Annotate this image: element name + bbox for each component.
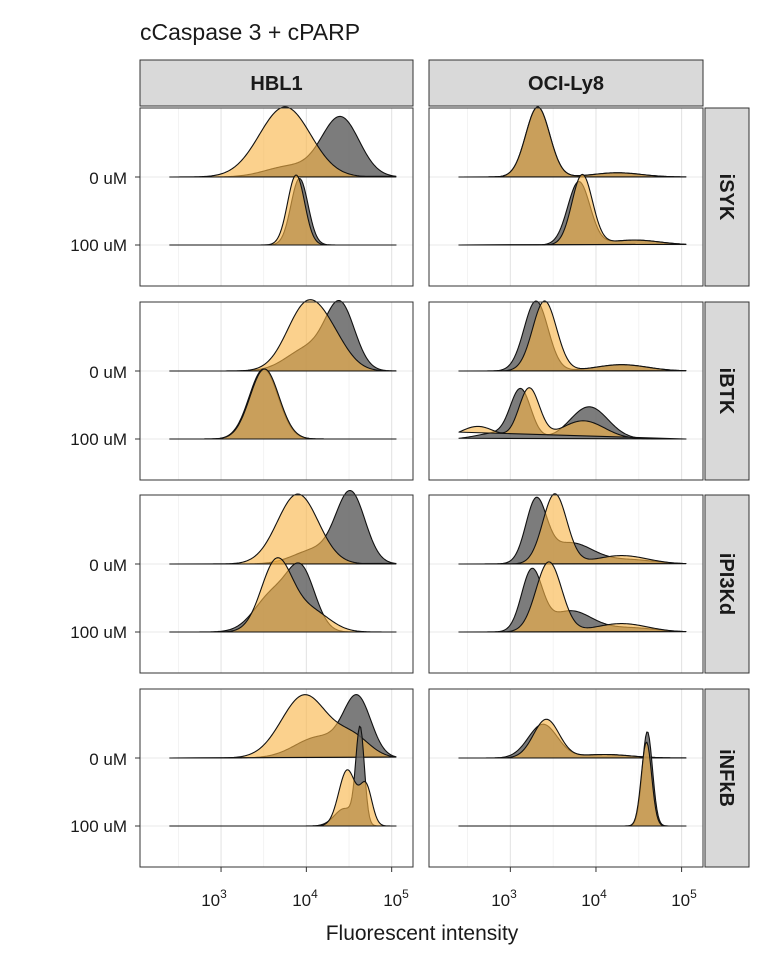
- density-orange-0um: [458, 493, 687, 565]
- ytick-label: 100 uM: [70, 623, 127, 642]
- ytick-label: 100 uM: [70, 236, 127, 255]
- panel-ipi3kd-hbl1: [135, 489, 414, 674]
- strip-row-ibtk-box: [704, 301, 750, 481]
- xtick-base: 10: [491, 891, 510, 910]
- xtick-base: 10: [292, 891, 311, 910]
- ytick-label: 0 uM: [89, 169, 127, 188]
- strip-row-ipi3kd-box: [704, 494, 750, 674]
- panel-border: [428, 688, 704, 868]
- strip-col-hbl1-box: [139, 59, 414, 107]
- strip-col-ocily8-box: [428, 59, 704, 107]
- xtick-label: 105: [383, 887, 409, 910]
- strip-row-isyk: iSYK: [715, 174, 737, 221]
- xtick-base: 10: [671, 891, 690, 910]
- density-orange-0um: [169, 493, 397, 565]
- xtick-label: 103: [491, 887, 517, 910]
- xtick-label: 104: [581, 887, 607, 910]
- xtick-label: 104: [292, 887, 318, 910]
- panel-isyk-ocily8: [428, 106, 704, 287]
- density-orange-100um: [169, 557, 397, 633]
- strip-row-infkb: iNFkB: [715, 749, 737, 807]
- panel-ibtk-ocily8: [428, 300, 704, 481]
- density-orange-100um: [169, 368, 397, 440]
- density-orange-100um: [458, 741, 687, 827]
- panel-background: [429, 302, 703, 480]
- ytick-label: 100 uM: [70, 430, 127, 449]
- xtick-base: 10: [581, 891, 600, 910]
- ytick-label: 0 uM: [89, 556, 127, 575]
- density-orange-0um: [458, 300, 687, 372]
- xtick-exp: 3: [510, 887, 517, 901]
- panel-border: [428, 494, 704, 674]
- ytick-label: 0 uM: [89, 750, 127, 769]
- panel-background: [429, 108, 703, 286]
- panel-border: [139, 107, 414, 287]
- strip-row-ibtk: iBTK: [715, 368, 737, 415]
- strip-row-infkb-box: [704, 688, 750, 868]
- ytick-label: 0 uM: [89, 363, 127, 382]
- density-orange-100um: [458, 173, 687, 246]
- chart-title: cCaspase 3 + cPARP: [140, 19, 360, 45]
- ytick-label: 100 uM: [70, 817, 127, 836]
- xtick-exp: 5: [690, 887, 697, 901]
- panel-isyk-hbl1: [135, 106, 414, 287]
- xtick-exp: 4: [600, 887, 607, 901]
- density-orange-0um: [169, 106, 397, 178]
- panel-background: [429, 689, 703, 867]
- density-orange-0um: [458, 106, 687, 178]
- density-orange-100um: [458, 561, 687, 633]
- xtick-exp: 4: [311, 887, 318, 901]
- density-orange-100um: [169, 174, 397, 246]
- xtick-exp: 5: [402, 887, 409, 901]
- xtick-base: 10: [201, 891, 220, 910]
- density-orange-100um: [458, 387, 687, 440]
- xtick-exp: 3: [220, 887, 227, 901]
- x-axis-label: Fluorescent intensity: [326, 922, 519, 945]
- density-orange-0um: [169, 299, 397, 372]
- panel-border: [428, 107, 704, 287]
- panel-background: [140, 689, 413, 867]
- panel-border: [139, 494, 414, 674]
- strip-col-ocily8: OCI-Ly8: [528, 73, 604, 95]
- density-orange-100um: [169, 769, 397, 827]
- xtick-label: 103: [201, 887, 227, 910]
- panel-ibtk-hbl1: [135, 299, 414, 481]
- strip-row-isyk-box: [704, 107, 750, 287]
- panel-infkb-hbl1: [135, 688, 414, 872]
- panel-border: [139, 688, 414, 868]
- panel-infkb-ocily8: [428, 688, 704, 872]
- xtick-base: 10: [383, 891, 402, 910]
- xtick-label: 105: [671, 887, 697, 910]
- panels-layer: [135, 106, 704, 872]
- strip-col-hbl1: HBL1: [250, 73, 302, 95]
- strip-row-ipi3kd: iPI3Kd: [715, 553, 737, 615]
- panel-border: [428, 301, 704, 481]
- panel-ipi3kd-ocily8: [428, 493, 704, 674]
- panel-border: [139, 301, 414, 481]
